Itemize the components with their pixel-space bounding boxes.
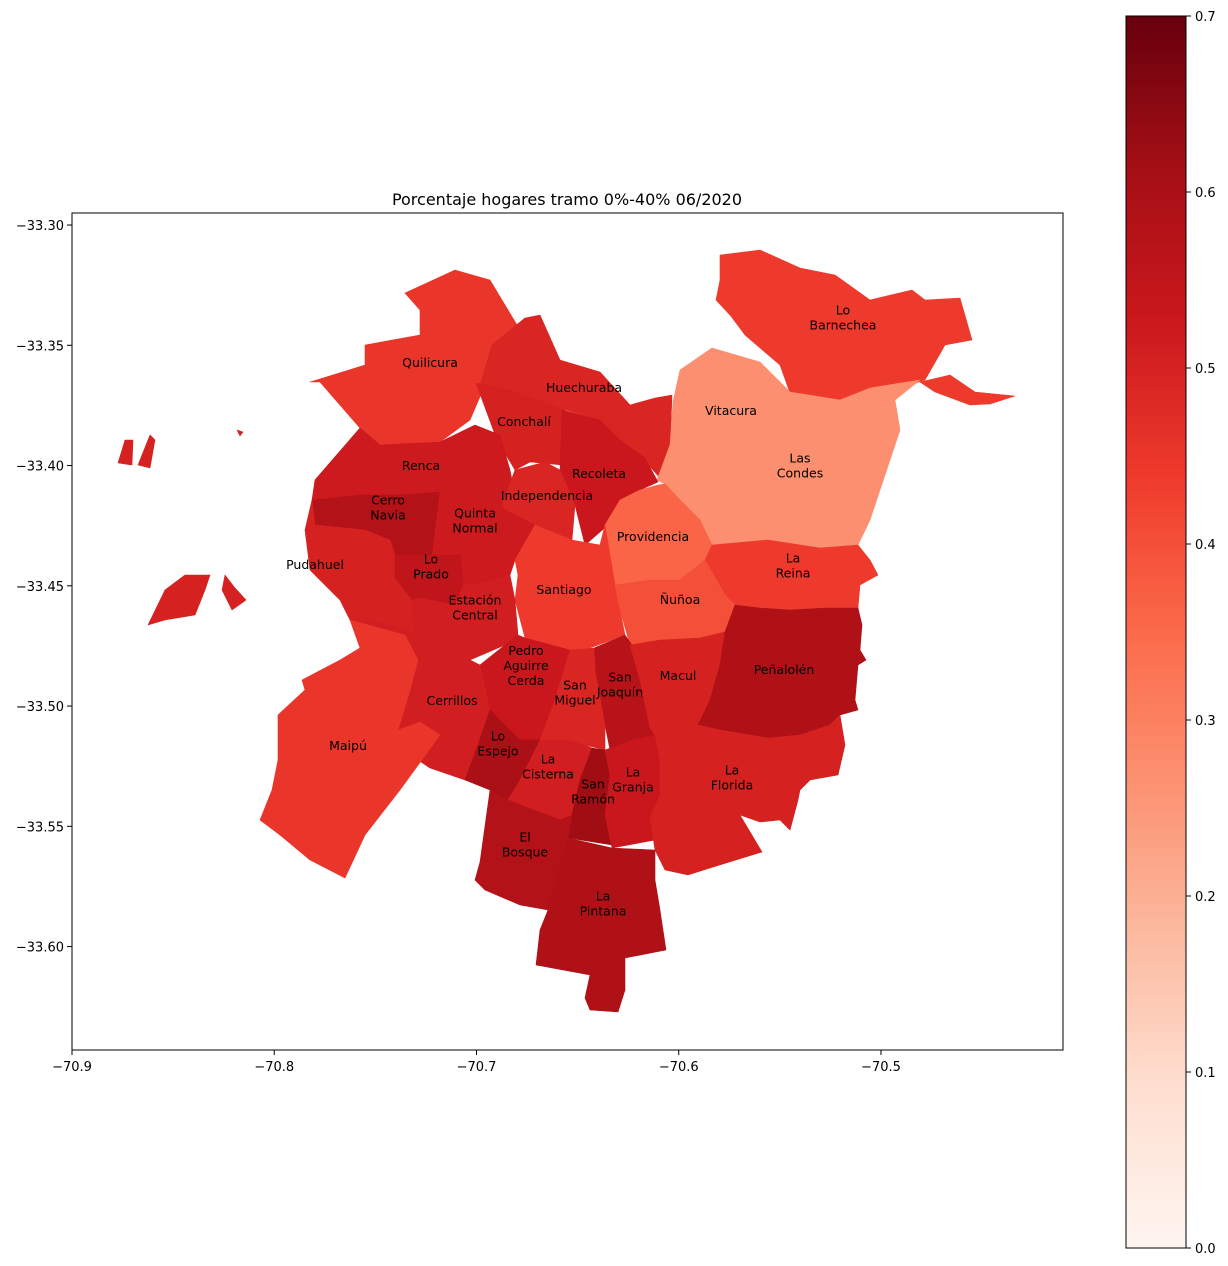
region-label-la-florida: La [725,763,740,778]
region-label-nunoa: Ñuñoa [660,592,701,607]
chart-title: Porcentaje hogares tramo 0%-40% 06/2020 [392,190,742,209]
x-tick-label: −70.8 [254,1060,294,1075]
colorbar-tick-label: 0.6 [1195,186,1216,201]
region-label-layer: LoBarnecheaQuilicuraHuechurabaVitacuraCo… [286,303,876,919]
colorbar-tick-label: 0.3 [1195,714,1216,729]
region-label-la-pintana: Pintana [580,904,627,919]
region-label-lo-barnechea: Barnechea [810,318,877,333]
region-label-san-ramon: Ramón [571,792,615,807]
region-lo-barnechea [715,249,973,401]
region-pudahuel [236,429,244,437]
region-label-san-ramon: San [581,777,605,792]
region-label-san-joaquin: San [608,670,632,685]
region-label-la-granja: Granja [612,780,654,795]
colorbar [1125,15,1187,1249]
region-la-florida [649,714,846,876]
region-la-pintana [535,837,667,1013]
y-tick-label: −33.35 [16,339,64,354]
region-label-santiago: Santiago [536,582,591,597]
colorbar-tick-label: 0.7 [1195,10,1216,25]
region-label-quilicura: Quilicura [402,355,458,370]
region-label-lo-prado: Lo [424,552,438,567]
y-axis: −33.30 −33.35 −33.40 −33.45 −33.50 −33.55 −33.… [16,219,72,956]
region-label-la-cisterna: La [541,752,556,767]
region-label-las-condes: Condes [777,466,823,481]
region-label-quinta-normal: Quinta [454,506,496,521]
region-pudahuel [117,439,134,466]
region-label-la-pintana: La [596,889,611,904]
region-label-la-reina: Reina [776,566,811,581]
y-tick-label: −33.30 [16,219,64,234]
region-label-lo-espejo: Espejo [477,744,518,759]
region-label-penalolen: Peñalolén [754,662,815,677]
region-maipu [259,619,441,879]
region-pudahuel [147,574,211,626]
region-santiago [514,524,626,651]
region-layer [117,249,1016,1013]
colorbar-tick-label: 0.5 [1195,362,1216,377]
region-label-la-granja: La [626,765,641,780]
y-tick-label: −33.45 [16,580,64,595]
region-label-el-bosque: El [519,830,530,845]
x-axis: −70.9 −70.8 −70.7 −70.6 −70.5 [52,1050,901,1075]
region-label-huechuraba: Huechuraba [546,380,622,395]
region-label-vitacura: Vitacura [705,403,757,418]
region-label-recoleta: Recoleta [572,466,626,481]
region-pudahuel [221,574,247,611]
region-label-renca: Renca [402,458,440,473]
region-label-lo-prado: Prado [413,567,449,582]
region-label-cerrillos: Cerrillos [426,693,477,708]
region-label-san-miguel: Miguel [554,693,595,708]
colorbar-tick-label: 0.2 [1195,890,1216,905]
region-label-macul: Macul [660,668,697,683]
x-tick-label: −70.6 [659,1060,699,1075]
region-label-el-bosque: Bosque [502,845,549,860]
region-lo-barnechea [919,374,1016,406]
region-label-la-florida: Florida [711,778,754,793]
region-label-providencia: Providencia [617,529,689,544]
region-label-la-reina: La [786,551,801,566]
region-label-conchali: Conchalí [497,414,551,429]
region-label-san-miguel: San [563,678,587,693]
region-label-cerro-navia: Navia [370,508,406,523]
region-label-estacion-central: Central [452,608,498,623]
x-tick-label: −70.5 [861,1060,901,1075]
colorbar-tick-label: 0.0 [1195,1242,1216,1257]
region-label-la-cisterna: Cisterna [522,767,574,782]
y-tick-label: −33.60 [16,941,64,956]
colorbar-tick-label: 0.1 [1195,1066,1216,1081]
region-label-lo-espejo: Lo [491,729,505,744]
region-label-pedro-aguirre-cerda: Cerda [508,673,545,688]
region-label-pedro-aguirre-cerda: Aguirre [503,658,549,673]
colorbar-axis: 0.0 0.1 0.2 0.3 0.4 0.5 0.6 0.7 [1186,10,1216,1257]
region-label-cerro-navia: Cerro [371,493,405,508]
region-label-pedro-aguirre-cerda: Pedro [508,643,543,658]
y-tick-label: −33.40 [16,460,64,475]
region-label-las-condes: Las [789,451,810,466]
region-san-miguel [539,647,606,751]
y-tick-label: −33.50 [16,700,64,715]
x-tick-label: −70.7 [457,1060,497,1075]
region-label-lo-barnechea: Lo [836,303,850,318]
region-label-quinta-normal: Normal [452,521,497,536]
x-tick-label: −70.9 [52,1060,92,1075]
region-pudahuel [137,434,156,469]
region-label-maipu: Maipú [329,738,367,753]
region-label-independencia: Independencia [501,488,593,503]
region-label-pudahuel: Pudahuel [286,557,344,572]
region-label-san-joaquin: Joaquín [596,685,643,700]
colorbar-tick-label: 0.4 [1195,538,1216,553]
y-tick-label: −33.55 [16,820,64,835]
region-label-estacion-central: Estación [449,593,502,608]
